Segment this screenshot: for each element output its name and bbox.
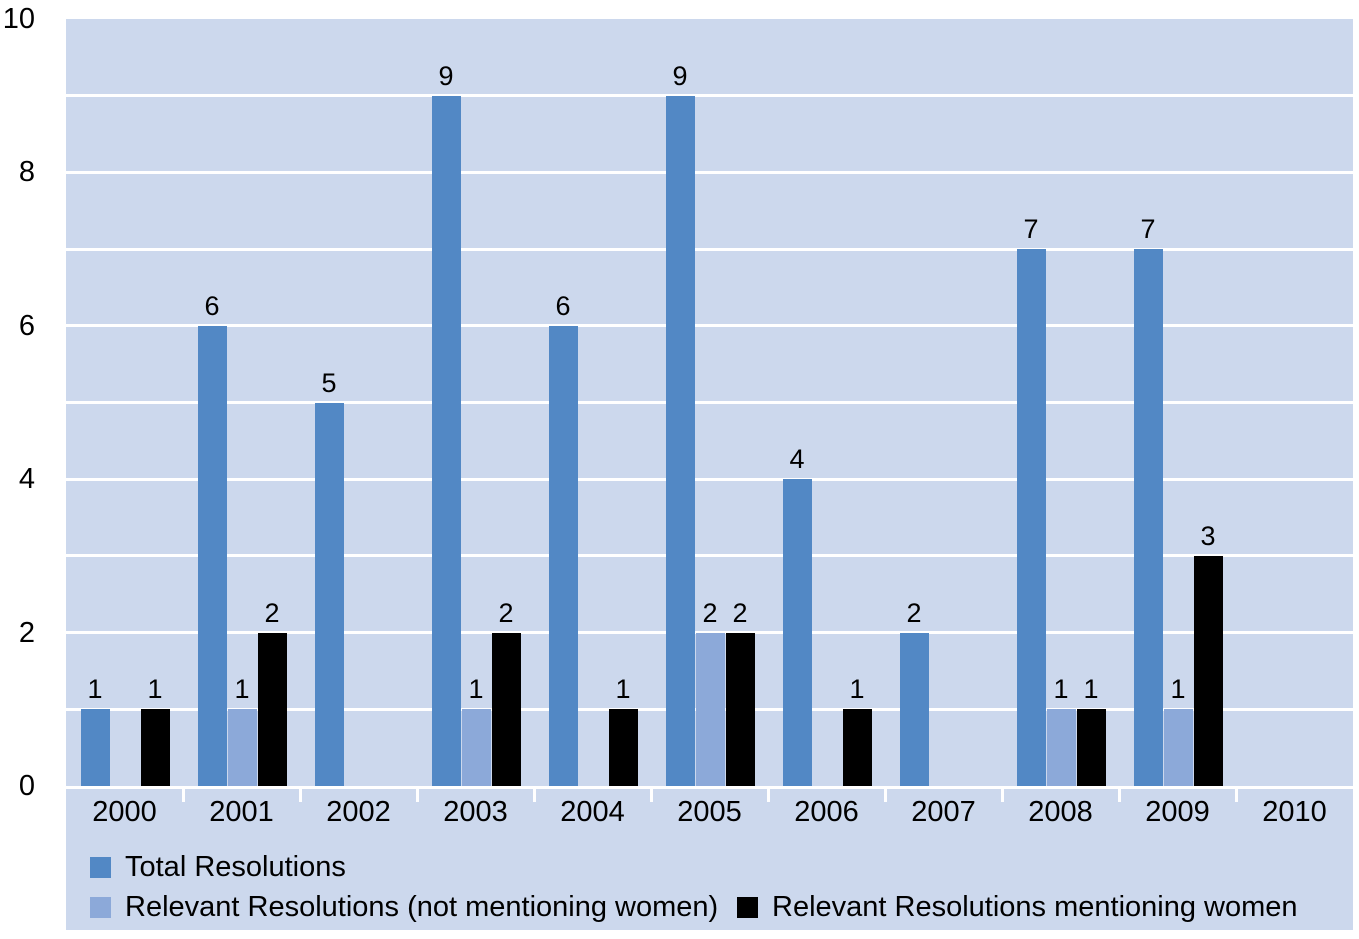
y-tick-label-10: 10 (2, 3, 35, 35)
bar-series3-2006 (842, 709, 872, 786)
bar-series1-2003 (431, 95, 461, 786)
x-axis-line (66, 786, 1353, 789)
legend-swatch-relevant-not-mentioning (90, 897, 111, 918)
legend-item-relevant-mentioning: Relevant Resolutions mentioning women (737, 893, 1298, 922)
gridline-5 (66, 401, 1353, 404)
x-tick-label-2008: 2008 (1028, 796, 1093, 828)
bar-value-label: 1 (1170, 674, 1186, 705)
y-tick-label-6: 6 (18, 309, 35, 342)
bar-series3-2009 (1193, 555, 1223, 786)
x-axis-tick (883, 789, 887, 802)
bar-value-label: 9 (672, 60, 688, 91)
x-tick-label-2002: 2002 (326, 796, 391, 828)
y-tick-label-8: 8 (18, 156, 35, 189)
bar-value-label: 6 (204, 290, 220, 321)
bar-value-label: 1 (87, 674, 103, 705)
gridline-6 (66, 324, 1353, 328)
legend-label-total-resolutions: Total Resolutions (125, 851, 346, 883)
bar-value-label: 1 (147, 674, 163, 705)
gridline-2 (66, 631, 1353, 635)
legend-item-total-resolutions: Total Resolutions (90, 853, 346, 882)
bar-series1-2004 (548, 325, 578, 786)
bar-value-label: 2 (498, 597, 514, 628)
bar-value-label: 9 (438, 60, 454, 91)
bar-series3-2008 (1076, 709, 1106, 786)
y-tick-label-4: 4 (18, 463, 35, 496)
bar-series1-2009 (1133, 249, 1163, 786)
bar-series1-2001 (197, 325, 227, 786)
legend-swatch-relevant-mentioning (737, 897, 758, 918)
bar-series3-2003 (491, 632, 521, 786)
x-axis-tick (298, 789, 302, 802)
bar-series1-2006 (782, 479, 812, 786)
bar-value-label: 3 (1200, 520, 1216, 551)
bar-value-label: 1 (615, 674, 631, 705)
x-axis-tick (1234, 789, 1238, 802)
x-axis-tick (766, 789, 770, 802)
gridline-4 (66, 477, 1353, 481)
x-tick-label-2010: 2010 (1262, 796, 1327, 828)
bar-value-label: 1 (234, 674, 250, 705)
legend-label-relevant-not-mentioning: Relevant Resolutions (not mentioning wom… (125, 891, 719, 923)
bar-series2-2008 (1046, 709, 1076, 786)
bar-series1-2007 (899, 632, 929, 786)
x-tick-label-2009: 2009 (1145, 796, 1210, 828)
bar-series3-2001 (257, 632, 287, 786)
gridline-3 (66, 554, 1353, 558)
bar-series1-2002 (314, 402, 344, 786)
x-axis-tick (1117, 789, 1121, 802)
bar-value-label: 1 (849, 674, 865, 705)
x-tick-label-2006: 2006 (794, 796, 859, 828)
bar-series3-2004 (608, 709, 638, 786)
bar-series1-2000 (80, 709, 110, 786)
x-tick-label-2004: 2004 (560, 796, 625, 828)
bar-series3-2000 (140, 709, 170, 786)
bar-value-label: 6 (555, 290, 571, 321)
x-axis-band: Total Resolutions Relevant Resolutions (… (66, 789, 1353, 930)
gridline-7 (66, 247, 1353, 251)
x-tick-label-2003: 2003 (443, 796, 508, 828)
bar-value-label: 1 (1053, 674, 1069, 705)
x-tick-label-2005: 2005 (677, 796, 742, 828)
x-axis-tick (649, 789, 653, 802)
bar-series1-2008 (1016, 249, 1046, 786)
bar-series2-2003 (461, 709, 491, 786)
bar-series1-2005 (665, 95, 695, 786)
bar-value-label: 2 (732, 597, 748, 628)
bar-value-label: 7 (1023, 214, 1039, 245)
y-tick-label-0: 0 (18, 770, 35, 802)
x-axis-tick (1000, 789, 1004, 802)
legend-item-relevant-not-mentioning: Relevant Resolutions (not mentioning wom… (90, 893, 718, 922)
x-tick-label-2000: 2000 (92, 796, 157, 828)
legend-label-relevant-mentioning: Relevant Resolutions mentioning women (772, 891, 1298, 923)
x-axis-tick (181, 789, 185, 802)
bar-value-label: 7 (1140, 214, 1156, 245)
bar-value-label: 2 (702, 597, 718, 628)
bar-series2-2005 (695, 632, 725, 786)
bar-series2-2001 (227, 709, 257, 786)
y-tick-label-2: 2 (18, 616, 35, 649)
legend-swatch-total-resolutions (90, 857, 111, 878)
bar-series3-2005 (725, 632, 755, 786)
x-axis-tick (415, 789, 419, 802)
bar-value-label: 2 (264, 597, 280, 628)
bar-series2-2009 (1163, 709, 1193, 786)
x-tick-label-2007: 2007 (911, 796, 976, 828)
x-axis-tick (532, 789, 536, 802)
gridline-9 (66, 94, 1353, 98)
bar-value-label: 2 (906, 597, 922, 628)
x-tick-label-2001: 2001 (209, 796, 274, 828)
bar-value-label: 1 (468, 674, 484, 705)
bar-value-label: 1 (1083, 674, 1099, 705)
gridline-8 (66, 170, 1353, 174)
bar-value-label: 5 (321, 367, 337, 398)
bar-value-label: 4 (789, 444, 805, 475)
